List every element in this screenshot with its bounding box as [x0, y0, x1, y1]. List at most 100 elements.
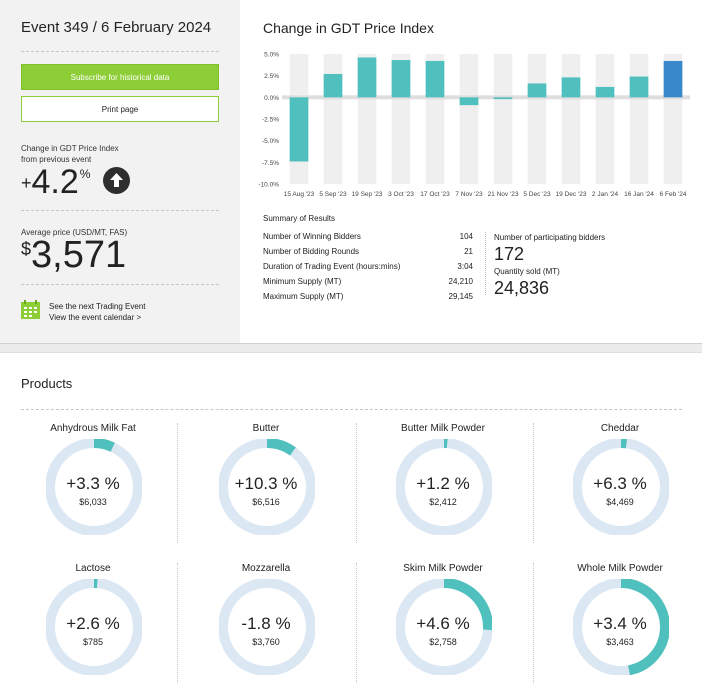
product-change-ring [396, 579, 492, 675]
product-change-ring [46, 439, 142, 535]
x-tick-label: 19 Dec '23 [556, 191, 587, 198]
x-tick-label: 5 Dec '23 [523, 191, 551, 198]
product-price: $6,033 [79, 497, 107, 507]
chart-title: Change in GDT Price Index [263, 20, 434, 36]
product-price: $2,758 [429, 637, 457, 647]
product-card[interactable]: Cheddar +6.3 % $4,469 [560, 423, 680, 553]
products-title: Products [21, 376, 73, 391]
summary-row-label: Maximum Supply (MT) [263, 292, 344, 301]
summary-row-value: 24,210 [448, 277, 473, 286]
chart-bar[interactable] [391, 60, 411, 98]
product-change-ring [219, 579, 315, 675]
x-tick-label: 21 Nov '23 [488, 191, 519, 198]
chart-bar[interactable] [459, 97, 479, 106]
summary-row-value: 21 [464, 247, 473, 256]
change-label: Change in GDT Price Index [21, 144, 119, 153]
product-price: $6,516 [252, 497, 280, 507]
product-change: +10.3 % [234, 474, 298, 493]
divider [21, 51, 219, 52]
x-tick-label: 17 Oct '23 [420, 191, 450, 198]
y-tick-label: -5.0% [262, 138, 279, 145]
x-tick-label: 5 Sep '23 [319, 191, 347, 198]
product-change: +3.3 % [66, 474, 120, 493]
y-tick-label: 2.5% [264, 73, 279, 80]
chart-bar[interactable] [323, 73, 343, 98]
product-price: $3,463 [606, 637, 634, 647]
product-card[interactable]: Lactose +2.6 % $785 [33, 563, 153, 684]
column-background [493, 54, 513, 184]
change-sublabel: from previous event [21, 155, 92, 164]
product-name: Whole Milk Powder [577, 563, 663, 574]
chart-bar[interactable] [357, 57, 377, 98]
x-tick-label: 7 Nov '23 [455, 191, 483, 198]
divider [356, 423, 357, 543]
product-change: +6.3 % [593, 474, 647, 493]
summary-row: Number of Winning Bidders 104 [263, 232, 473, 241]
avg-price-label: Average price (USD/MT, FAS) [21, 228, 128, 237]
subscribe-button[interactable]: Subscribe for historical data [21, 64, 219, 90]
column-background [323, 54, 343, 184]
product-price: $2,412 [429, 497, 457, 507]
product-price: $4,469 [606, 497, 634, 507]
summary-row-value: 104 [459, 232, 473, 241]
summary-row-label: Number of Winning Bidders [263, 232, 361, 241]
x-tick-label: 6 Feb '24 [660, 191, 687, 198]
summary-row: Minimum Supply (MT) 24,210 [263, 277, 473, 286]
chart-bar[interactable] [425, 60, 445, 98]
summary-row-label: Minimum Supply (MT) [263, 277, 342, 286]
product-card[interactable]: Mozzarella -1.8 % $3,760 [206, 563, 326, 684]
divider [21, 409, 682, 410]
avg-price-value: $ 3,571 [21, 234, 127, 276]
divider [177, 563, 178, 683]
calendar-icon[interactable] [21, 300, 40, 319]
product-change-ring [219, 439, 315, 535]
chart-bar[interactable] [629, 76, 649, 98]
column-background [561, 54, 581, 184]
summary-row-label: Number of Bidding Rounds [263, 247, 360, 256]
product-card[interactable]: Whole Milk Powder +3.4 % $3,463 [560, 563, 680, 684]
arrow-up-circle-icon [103, 167, 130, 194]
product-card[interactable]: Butter Milk Powder +1.2 % $2,412 [383, 423, 503, 553]
product-change-ring [573, 439, 669, 535]
product-change-ring [573, 579, 669, 675]
chart-bar[interactable] [527, 83, 547, 98]
chart-bar[interactable] [595, 86, 615, 98]
zero-line [282, 95, 690, 100]
product-name: Butter Milk Powder [401, 423, 485, 434]
event-calendar-link[interactable]: View the event calendar > [49, 313, 142, 322]
product-change: +1.2 % [416, 474, 470, 493]
divider [177, 423, 178, 543]
participants-label: Number of participating bidders [494, 233, 606, 242]
product-change-ring [46, 579, 142, 675]
product-card[interactable]: Skim Milk Powder +4.6 % $2,758 [383, 563, 503, 684]
product-name: Mozzarella [241, 563, 291, 574]
product-price: $785 [82, 637, 104, 647]
x-tick-label: 16 Jan '24 [624, 191, 654, 198]
product-change-ring [396, 439, 492, 535]
x-tick-label: 2 Jan '24 [592, 191, 619, 198]
index-change-value: + 4.2 % [21, 163, 91, 201]
divider [356, 563, 357, 683]
summary-row-value: 3:04 [457, 262, 473, 271]
divider [485, 232, 486, 295]
column-background [459, 54, 479, 184]
product-card[interactable]: Anhydrous Milk Fat +3.3 % $6,033 [33, 423, 153, 553]
summary-row-label: Duration of Trading Event (hours:mins) [263, 262, 401, 271]
quantity-label: Quantity sold (MT) [494, 267, 560, 276]
next-event-title[interactable]: See the next Trading Event [49, 302, 146, 311]
divider [533, 423, 534, 543]
print-button[interactable]: Print page [21, 96, 219, 122]
summary-row: Maximum Supply (MT) 29,145 [263, 292, 473, 301]
section-divider [0, 343, 702, 353]
x-tick-label: 15 Aug '23 [284, 191, 315, 198]
product-change: +3.4 % [593, 614, 647, 633]
product-card[interactable]: Butter +10.3 % $6,516 [206, 423, 326, 553]
chart-bar[interactable] [663, 60, 683, 98]
chart-bar[interactable] [493, 97, 513, 100]
chart-bar[interactable] [561, 77, 581, 98]
chart-bar[interactable] [289, 97, 309, 162]
divider [21, 210, 219, 211]
product-name: Butter [252, 423, 280, 434]
summary-row-value: 29,145 [448, 292, 473, 301]
event-title: Event 349 / 6 February 2024 [21, 19, 212, 36]
